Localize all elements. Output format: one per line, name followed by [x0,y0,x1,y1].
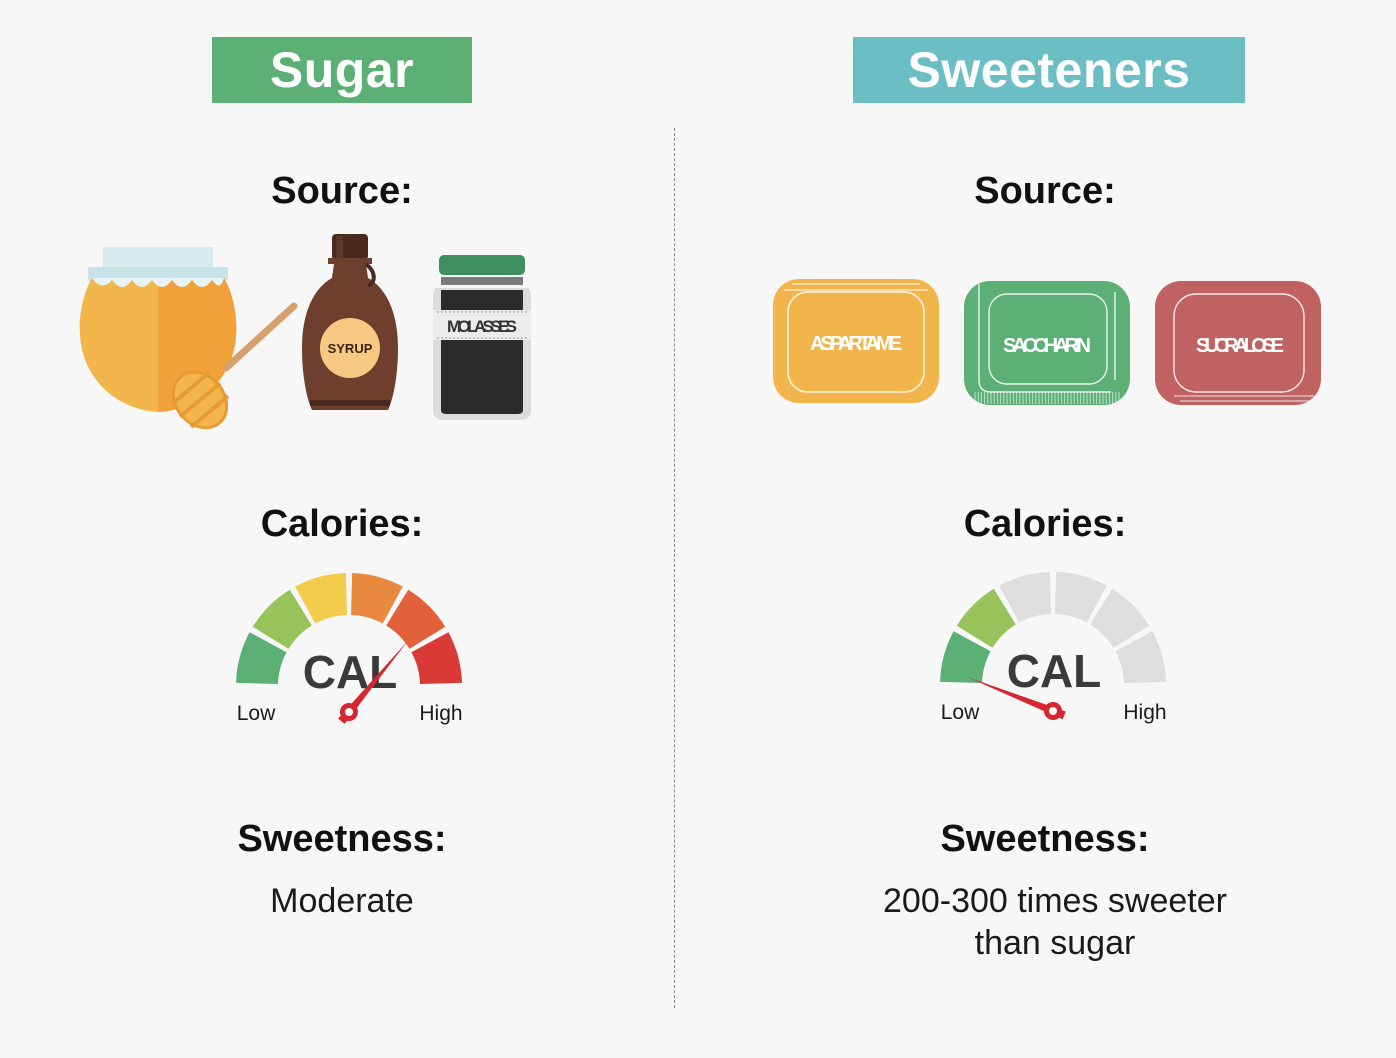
honey-jar-icon [79,247,298,430]
syrup-bottle-icon: SYRUP [302,234,398,410]
column-divider [674,128,675,1008]
gauge-needle-hole [345,708,353,716]
sweeteners-column: Sweeteners Source: ASPARTAME SACCHARIN S… [700,0,1390,1058]
sugar-sweetness-value: Moderate [270,882,414,920]
saccharin-label: SACCHARIN [1003,335,1091,357]
sugar-title-banner: Sugar [212,37,472,103]
gauge-segment-2 [252,589,312,649]
gauge-segment-6 [411,632,462,685]
aspartame-label: ASPARTAME [810,333,902,355]
gauge-segment-4 [1054,572,1107,623]
sugar-calorie-gauge: CAL Low High [236,573,463,725]
sucralose-packet-icon: SUCRALOSE [1155,281,1321,405]
gauge-segment-4 [350,573,403,624]
aspartame-packet-icon: ASPARTAME [773,279,939,403]
molasses-label: MOLASSES [447,317,517,336]
syrup-label: SYRUP [328,341,373,356]
sweetness-value-line-1: 200-300 times sweeter [883,882,1227,920]
sweeteners-title-banner: Sweeteners [853,37,1245,103]
gauge-segment-5 [1090,588,1150,648]
sweeteners-source-heading: Source: [974,170,1116,212]
molasses-jar-icon: MOLASSES [433,255,531,420]
gauge-segment-1 [940,631,991,684]
gauge-segment-6 [1115,631,1166,684]
gauge-low-label: Low [237,702,276,725]
sweeteners-calories-heading: Calories: [963,503,1127,545]
sugar-title: Sugar [269,42,415,98]
gauge-segment-2 [956,588,1016,648]
sugar-sweetness-heading: Sweetness: [237,818,447,860]
sweeteners-sweetness-heading: Sweetness: [940,818,1150,860]
gauge-high-label: High [419,702,462,725]
gauge-center-label: CAL [1007,645,1102,697]
gauge-low-label: Low [941,701,980,724]
gauge-segment-5 [386,589,446,649]
gauge-needle-hole [1049,707,1057,715]
gauge-needle [338,641,408,724]
sweeteners-title: Sweeteners [907,42,1191,98]
gauge-needle [967,677,1066,720]
sugar-calories-heading: Calories: [260,503,424,545]
sugar-column: Sugar Source: SYRUP M [0,0,690,1058]
gauge-high-label: High [1123,701,1166,724]
gauge-segment-1 [236,632,287,685]
gauge-segment-3 [295,573,348,624]
sweeteners-calorie-gauge: CAL Low High [940,572,1167,724]
sweeteners-sweetness-value: 200-300 times sweeter than sugar [830,880,1280,964]
saccharin-packet-icon: SACCHARIN [964,281,1130,405]
sucralose-label: SUCRALOSE [1196,335,1284,357]
sweetness-value-line-2: than sugar [974,924,1136,962]
sugar-source-heading: Source: [271,170,413,212]
gauge-segment-3 [999,572,1052,623]
